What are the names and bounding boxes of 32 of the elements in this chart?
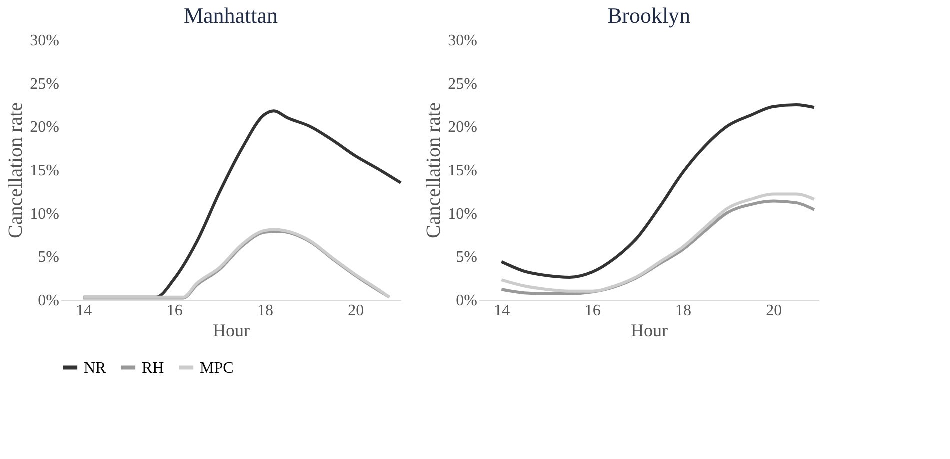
y-tick-label: 20%	[30, 119, 60, 136]
legend-label: NR	[84, 360, 107, 377]
chart-title: Brooklyn	[607, 3, 691, 28]
x-axis-title: Hour	[213, 320, 250, 340]
y-tick-label: 25%	[448, 76, 478, 93]
y-tick-label: 15%	[30, 162, 60, 180]
y-tick-label: 30%	[30, 32, 60, 50]
y-tick-label: 5%	[38, 249, 60, 266]
legend-label: RH	[142, 360, 165, 377]
x-tick-label: 18	[676, 302, 692, 320]
legend-label: MPC	[200, 360, 234, 377]
y-tick-label: 20%	[448, 119, 478, 136]
x-tick-label: 14	[76, 302, 92, 320]
y-tick-label: 0%	[456, 292, 478, 310]
y-axis-title: Cancellation rate	[5, 102, 28, 239]
x-tick-label: 16	[166, 302, 183, 320]
chart-title: Manhattan	[184, 3, 278, 28]
x-tick-label: 18	[258, 302, 274, 320]
y-tick-label: 0%	[38, 292, 60, 310]
y-axis-title: Cancellation rate	[423, 102, 446, 239]
y-tick-label: 10%	[448, 206, 478, 223]
y-tick-label: 25%	[30, 76, 60, 93]
x-axis-title: Hour	[631, 320, 668, 340]
x-tick-label: 16	[584, 302, 601, 320]
y-tick-label: 15%	[448, 162, 478, 180]
line-series	[500, 104, 816, 279]
x-tick-label: 20	[766, 302, 782, 320]
y-tick-label: 10%	[30, 206, 60, 223]
x-tick-label: 20	[348, 302, 364, 320]
x-tick-label: 14	[494, 302, 510, 320]
y-tick-label: 5%	[456, 249, 478, 266]
y-tick-label: 30%	[448, 32, 478, 50]
